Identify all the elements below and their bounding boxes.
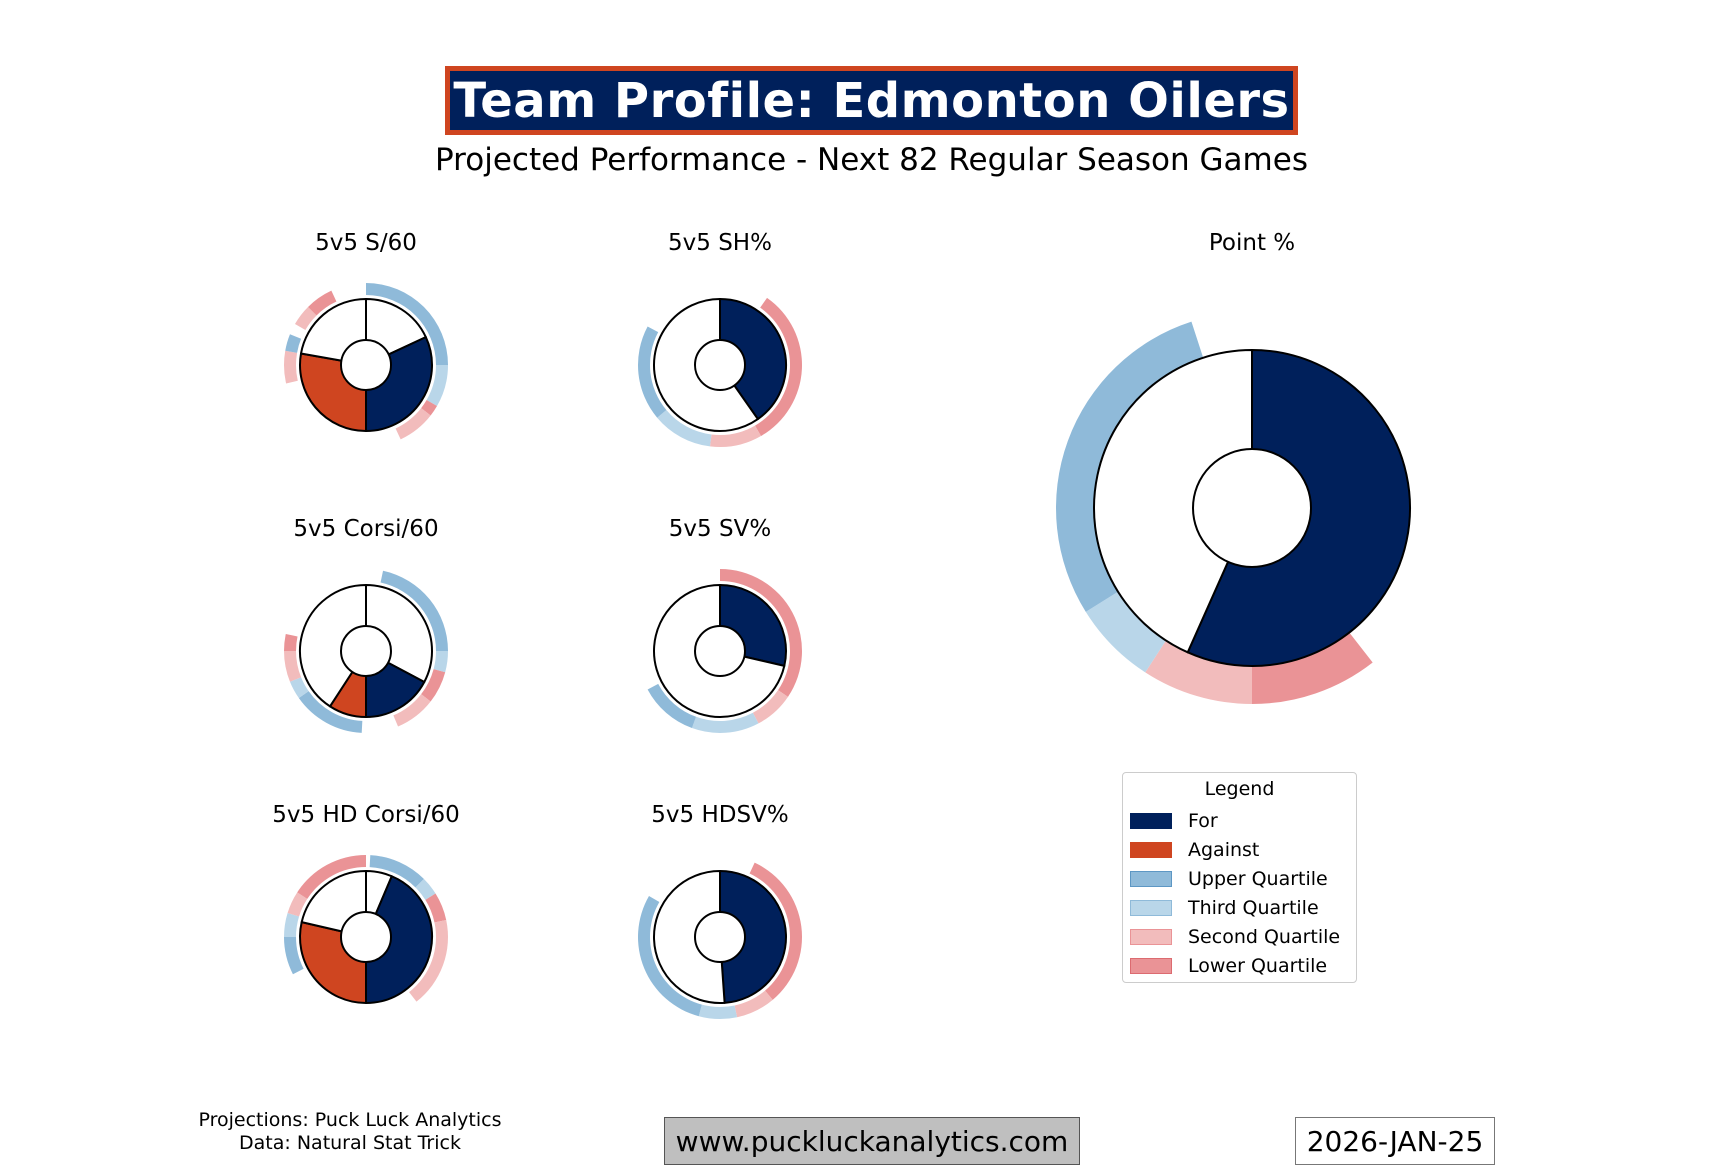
legend-item-lower-quartile: Lower Quartile xyxy=(1130,955,1327,977)
legend-item-against: Against xyxy=(1130,839,1259,861)
quartile-band-second xyxy=(409,919,449,1002)
legend-swatch-lower-quartile xyxy=(1130,958,1172,974)
quartile-band-lower xyxy=(297,855,366,899)
legend-item-upper-quartile: Upper Quartile xyxy=(1130,868,1328,890)
quartile-band-upper xyxy=(369,855,424,888)
website-link[interactable]: www.puckluckanalytics.com xyxy=(664,1117,1080,1165)
pie-slice-remainder xyxy=(653,870,726,1004)
quartile-band-lower xyxy=(284,633,298,651)
legend-item-for: For xyxy=(1130,810,1218,832)
quartile-band-third xyxy=(657,409,712,447)
legend-item-second-quartile: Second Quartile xyxy=(1130,926,1340,948)
date-badge: 2026-JAN-25 xyxy=(1295,1117,1495,1165)
quartile-band-third xyxy=(426,365,448,406)
chart-title: 5v5 HDSV% xyxy=(651,802,788,828)
pie-slice-for xyxy=(719,870,787,1004)
quartile-band-third xyxy=(433,651,448,673)
legend: Legend For Against Upper Quartile Third … xyxy=(1122,772,1357,983)
quartile-band-lower xyxy=(755,297,802,437)
quartile-band-upper xyxy=(637,896,702,1017)
legend-label: Lower Quartile xyxy=(1188,955,1328,977)
quartile-band-second xyxy=(395,408,431,440)
quartile-band-second xyxy=(710,425,761,447)
quartile-band-upper xyxy=(380,570,448,651)
legend-label: Upper Quartile xyxy=(1188,868,1328,890)
donut-chart-1: 5v5 S/60 xyxy=(284,230,448,440)
quartile-band-second xyxy=(284,350,298,384)
donut-hole xyxy=(340,625,392,677)
pie-slice-remainder xyxy=(299,584,367,708)
quartile-band-lower xyxy=(425,893,447,923)
quartile-band-upper xyxy=(284,937,304,975)
donut-chart-6: 5v5 HD Corsi/60 xyxy=(272,802,460,1004)
donut-hole xyxy=(340,911,392,963)
quartile-band-upper xyxy=(285,334,302,353)
credits: Projections: Puck Luck Analytics Data: N… xyxy=(150,1109,550,1155)
donut-hole xyxy=(340,339,392,391)
legend-swatch-third-quartile xyxy=(1130,900,1172,916)
legend-title: Legend xyxy=(1204,778,1275,800)
donut-chart-7: 5v5 HDSV% xyxy=(637,802,803,1019)
quartile-band-third xyxy=(698,1004,738,1019)
quartile-band-third xyxy=(691,712,759,733)
quartile-band-second xyxy=(734,990,773,1018)
donut-chart-4: 5v5 Corsi/60 xyxy=(284,516,448,733)
donut-hole xyxy=(1192,448,1312,568)
quartile-band-second xyxy=(752,690,788,724)
quartile-band-second xyxy=(393,694,431,727)
pie-slice-for xyxy=(719,298,787,421)
legend-label: Against xyxy=(1188,839,1260,861)
quartile-band-lower xyxy=(720,569,802,697)
pie-slice-for xyxy=(365,875,433,1004)
credits-data-source: Data: Natural Stat Trick xyxy=(239,1132,461,1154)
quartile-band-lower xyxy=(421,400,438,416)
chart-title: 5v5 SV% xyxy=(669,516,771,542)
quartile-band-upper xyxy=(366,283,448,365)
legend-swatch-second-quartile xyxy=(1130,929,1172,945)
legend-label: Third Quartile xyxy=(1188,897,1319,919)
legend-label: Second Quartile xyxy=(1188,926,1341,948)
donut-hole xyxy=(694,625,746,677)
chart-title: 5v5 S/60 xyxy=(315,230,417,256)
page-title: Team Profile: Edmonton Oilers xyxy=(453,72,1290,129)
credits-projections: Projections: Puck Luck Analytics xyxy=(198,1109,502,1131)
chart-title: 5v5 HD Corsi/60 xyxy=(272,802,459,828)
quartile-band-upper xyxy=(1055,321,1204,612)
legend-item-third-quartile: Third Quartile xyxy=(1130,897,1319,919)
legend-label: For xyxy=(1188,810,1218,832)
quartile-band-second xyxy=(1145,640,1252,704)
quartile-band-third xyxy=(289,677,309,699)
donut-chart-2: 5v5 SH% xyxy=(637,230,802,447)
quartile-band-third xyxy=(1085,591,1166,673)
pie-slice-remainder xyxy=(1093,349,1253,654)
quartile-band-upper xyxy=(647,683,697,729)
donut-hole xyxy=(694,339,746,391)
donut-chart-3: Point % xyxy=(1055,230,1411,704)
donut-chart-5: 5v5 SV% xyxy=(647,516,802,733)
quartile-band-lower xyxy=(1252,632,1373,704)
quartile-band-upper xyxy=(298,691,363,733)
quartile-band-lower xyxy=(421,669,446,702)
quartile-band-upper xyxy=(637,326,667,418)
title-banner: Team Profile: Edmonton Oilers xyxy=(445,66,1298,135)
quartile-band-lower xyxy=(308,290,337,316)
quartile-band-lower xyxy=(749,862,803,1000)
legend-swatch-upper-quartile xyxy=(1130,871,1172,887)
legend-swatch-for xyxy=(1130,813,1172,829)
quartile-band-third xyxy=(284,913,300,937)
quartile-band-second xyxy=(287,892,308,917)
quartile-band-second xyxy=(284,651,302,682)
chart-title: 5v5 SH% xyxy=(668,230,772,256)
quartile-band-second xyxy=(294,307,317,330)
donut-hole xyxy=(694,911,746,963)
chart-title: 5v5 Corsi/60 xyxy=(293,516,438,542)
quartile-band-third xyxy=(415,879,436,900)
legend-swatch-against xyxy=(1130,842,1172,858)
page-subtitle: Projected Performance - Next 82 Regular … xyxy=(435,142,1308,178)
chart-title: Point % xyxy=(1209,230,1295,256)
